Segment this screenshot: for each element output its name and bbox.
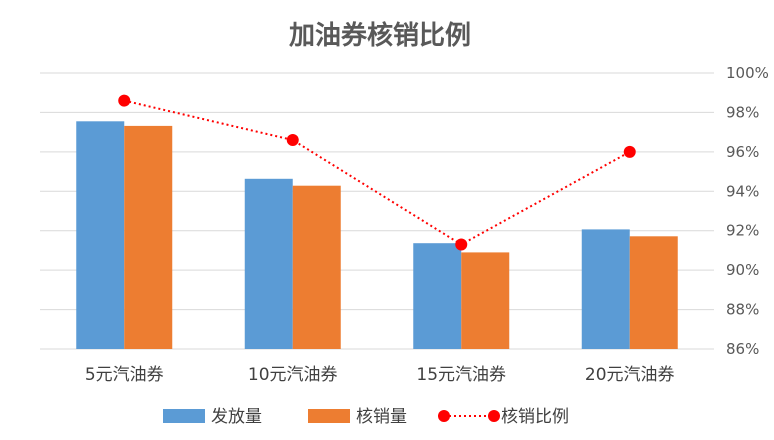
y-tick-label: 96% (726, 143, 759, 161)
bar-redeemed (461, 252, 510, 349)
bar-issued (244, 178, 293, 349)
chart-title: 加油券核销比例 (289, 20, 471, 51)
bar-issued (76, 121, 125, 349)
ratio-point (118, 94, 131, 107)
bar-issued (413, 243, 462, 349)
y-tick-label: 88% (726, 301, 759, 319)
bar-redeemed (629, 236, 678, 349)
y-tick-label: 86% (726, 340, 759, 358)
legend-marker (438, 410, 450, 422)
legend-swatch (163, 409, 205, 423)
y-tick-label: 94% (726, 182, 759, 200)
legend-label: 核销比例 (501, 407, 569, 427)
bar-issued (581, 229, 630, 349)
legend: 发放量 核销量 核销比例 (163, 407, 569, 427)
ratio-point (623, 145, 636, 158)
y-tick-label: 92% (726, 222, 759, 240)
bars (76, 121, 678, 350)
y-tick-label: 100% (726, 64, 769, 82)
bar-redeemed (292, 185, 341, 349)
ratio-line (118, 94, 636, 251)
ratio-point (455, 238, 468, 251)
right-axis-ticks: 86% 88% 90% 92% 94% 96% 98% 100% (726, 64, 769, 358)
y-tick-label: 90% (726, 261, 759, 279)
legend-marker (488, 410, 500, 422)
bar-redeemed (124, 125, 173, 350)
legend-swatch (308, 409, 350, 423)
category-labels: 5元汽油券 10元汽油券 15元汽油券 20元汽油券 (85, 365, 675, 385)
x-category-label: 10元汽油券 (248, 365, 338, 385)
legend-label: 核销量 (356, 407, 407, 427)
y-tick-label: 98% (726, 103, 759, 121)
ratio-point (286, 134, 299, 147)
x-category-label: 15元汽油券 (416, 365, 506, 385)
ratio-line-path (124, 99, 631, 246)
legend-label: 发放量 (211, 407, 262, 427)
x-category-label: 20元汽油券 (585, 365, 675, 385)
x-category-label: 5元汽油券 (85, 365, 164, 385)
